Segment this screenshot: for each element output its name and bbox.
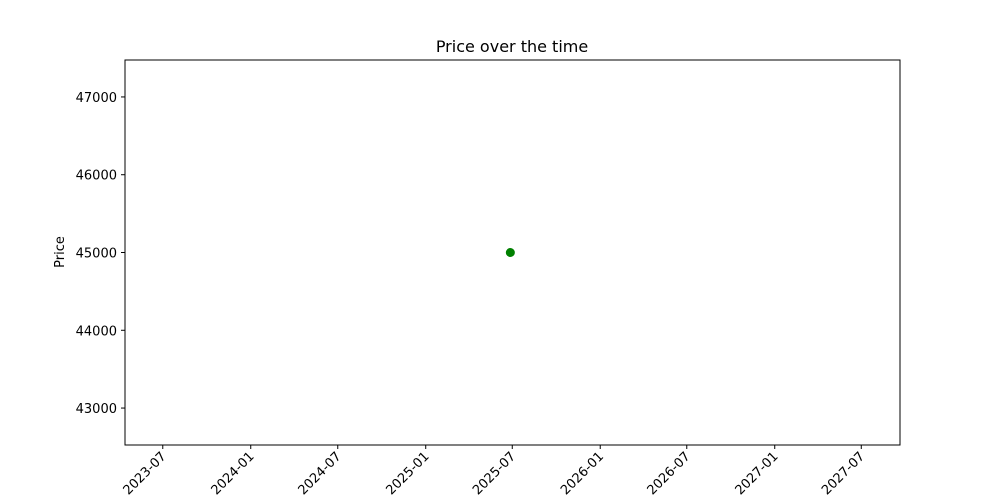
- chart-title: Price over the time: [436, 37, 588, 56]
- x-tick-label: 2026-01: [558, 449, 607, 498]
- x-tick-label: 2023-07: [121, 449, 170, 498]
- x-tick-label: 2024-01: [209, 449, 258, 498]
- x-tick-label: 2027-07: [819, 449, 868, 498]
- y-tick-label: 45000: [76, 247, 117, 262]
- x-tick-label: 2027-01: [733, 449, 782, 498]
- y-axis-label: Price: [53, 236, 68, 268]
- y-tick-label: 44000: [76, 324, 117, 339]
- y-tick-label: 46000: [76, 169, 117, 184]
- y-tick-label: 47000: [76, 91, 117, 106]
- x-axis: 2023-07 2024-01 2024-07 2025-01 2025-07 2026-…: [121, 445, 868, 498]
- y-axis: 43000 44000 45000 46000 47000: [76, 91, 125, 417]
- x-tick-label: 2024-07: [296, 449, 345, 498]
- data-points: [505, 248, 515, 257]
- data-point: [505, 248, 515, 257]
- y-tick-label: 43000: [76, 402, 117, 417]
- x-tick-label: 2025-01: [384, 449, 433, 498]
- x-tick-label: 2026-07: [645, 449, 694, 498]
- x-tick-label: 2025-07: [470, 449, 519, 498]
